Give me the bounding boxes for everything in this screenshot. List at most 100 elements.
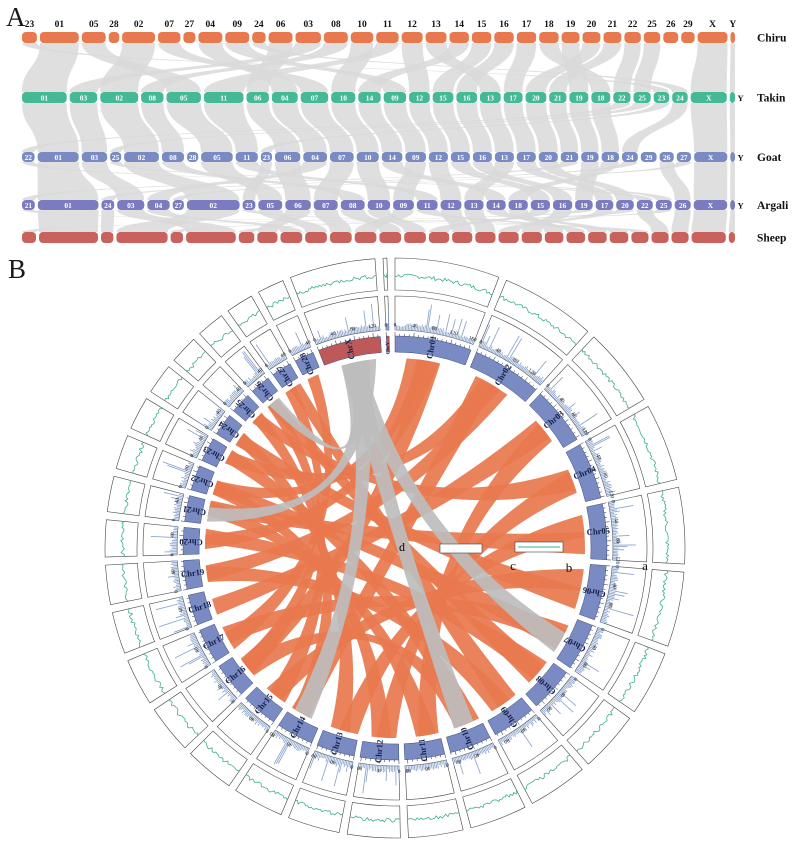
- chromosome-block[interactable]: [116, 232, 168, 243]
- chromosome-block[interactable]: [313, 200, 338, 210]
- chromosome-ideogram[interactable]: [201, 438, 228, 468]
- chromosome-ideogram[interactable]: [586, 503, 608, 561]
- chromosome-block[interactable]: [117, 200, 145, 210]
- chromosome-block[interactable]: [22, 232, 36, 243]
- chromosome-ideogram[interactable]: [525, 662, 567, 707]
- chromosome-block[interactable]: [516, 32, 537, 43]
- chromosome-ideogram[interactable]: [190, 465, 215, 495]
- chromosome-ideogram[interactable]: [218, 656, 254, 695]
- chromosome-block[interactable]: [100, 92, 139, 103]
- chromosome-block[interactable]: [475, 232, 496, 243]
- chromosome-ideogram[interactable]: [233, 395, 260, 422]
- chromosome-block[interactable]: [697, 32, 728, 43]
- chromosome-block[interactable]: [122, 32, 155, 43]
- chromosome-block[interactable]: [622, 152, 638, 162]
- chromosome-block[interactable]: [582, 32, 601, 43]
- chromosome-block[interactable]: [672, 92, 688, 103]
- chromosome-block[interactable]: [303, 152, 327, 162]
- chromosome-block[interactable]: [39, 32, 79, 43]
- chromosome-block[interactable]: [186, 232, 236, 243]
- chromosome-block[interactable]: [340, 200, 365, 210]
- chromosome-block[interactable]: [305, 232, 327, 243]
- chromosome-block[interactable]: [494, 152, 514, 162]
- chromosome-block[interactable]: [653, 92, 670, 103]
- chromosome-block[interactable]: [456, 92, 478, 103]
- chromosome-block[interactable]: [124, 152, 159, 162]
- chromosome-block[interactable]: [404, 232, 426, 243]
- circos-link[interactable]: [236, 432, 354, 733]
- chromosome-block[interactable]: [101, 232, 114, 243]
- chromosome-block[interactable]: [643, 32, 661, 43]
- circos-link[interactable]: [253, 412, 332, 718]
- chromosome-block[interactable]: [729, 92, 735, 103]
- chromosome-block[interactable]: [595, 200, 614, 210]
- chromosome-block[interactable]: [37, 200, 99, 210]
- chromosome-ideogram[interactable]: [446, 722, 491, 753]
- chromosome-block[interactable]: [203, 92, 244, 103]
- chromosome-block[interactable]: [300, 92, 329, 103]
- chromosome-block[interactable]: [633, 92, 651, 103]
- chromosome-block[interactable]: [198, 32, 223, 43]
- chromosome-block[interactable]: [603, 32, 622, 43]
- chromosome-block[interactable]: [503, 92, 523, 103]
- chromosome-block[interactable]: [432, 92, 454, 103]
- chromosome-ideogram[interactable]: [216, 415, 243, 443]
- chromosome-block[interactable]: [539, 32, 559, 43]
- chromosome-ideogram[interactable]: [556, 619, 593, 669]
- chromosome-block[interactable]: [101, 200, 115, 210]
- chromosome-block[interactable]: [260, 152, 272, 162]
- chromosome-block[interactable]: [235, 152, 258, 162]
- chromosome-block[interactable]: [268, 32, 293, 43]
- chromosome-block[interactable]: [158, 32, 181, 43]
- chromosome-block[interactable]: [252, 32, 266, 43]
- chromosome-block[interactable]: [624, 32, 641, 43]
- chromosome-block[interactable]: [108, 32, 120, 43]
- chromosome-block[interactable]: [569, 92, 589, 103]
- chromosome-block[interactable]: [561, 32, 580, 43]
- chromosome-ideogram[interactable]: [251, 377, 279, 404]
- chromosome-block[interactable]: [691, 232, 726, 243]
- chromosome-block[interactable]: [471, 32, 492, 43]
- chromosome-block[interactable]: [271, 92, 298, 103]
- chromosome-block[interactable]: [275, 152, 301, 162]
- chromosome-block[interactable]: [521, 232, 542, 243]
- chromosome-block[interactable]: [538, 152, 558, 162]
- chromosome-block[interactable]: [416, 200, 438, 210]
- circos-link[interactable]: [212, 480, 567, 650]
- chromosome-block[interactable]: [730, 152, 735, 162]
- chromosome-ideogram[interactable]: [565, 444, 602, 502]
- chromosome-block[interactable]: [381, 152, 403, 162]
- chromosome-block[interactable]: [591, 92, 611, 103]
- chromosome-ideogram[interactable]: [183, 559, 204, 590]
- chromosome-ideogram[interactable]: [199, 623, 230, 662]
- chromosome-ideogram[interactable]: [403, 738, 446, 761]
- chromosome-block[interactable]: [285, 200, 311, 210]
- chromosome-block[interactable]: [508, 200, 528, 210]
- chromosome-block[interactable]: [39, 232, 98, 243]
- chromosome-block[interactable]: [693, 200, 728, 210]
- chromosome-block[interactable]: [405, 152, 426, 162]
- chromosome-block[interactable]: [350, 32, 374, 43]
- chromosome-block[interactable]: [401, 32, 423, 43]
- chromosome-ideogram[interactable]: [182, 527, 201, 555]
- chromosome-block[interactable]: [376, 32, 399, 43]
- chromosome-block[interactable]: [225, 32, 250, 43]
- chromosome-block[interactable]: [530, 200, 550, 210]
- chromosome-block[interactable]: [452, 232, 473, 243]
- chromosome-block[interactable]: [472, 152, 492, 162]
- chromosome-ideogram[interactable]: [579, 564, 607, 621]
- chromosome-block[interactable]: [655, 200, 672, 210]
- circos-link[interactable]: [225, 374, 333, 650]
- chromosome-block[interactable]: [242, 200, 256, 210]
- chromosome-block[interactable]: [694, 152, 728, 162]
- chromosome-block[interactable]: [549, 92, 567, 103]
- chromosome-block[interactable]: [663, 32, 679, 43]
- circos-link[interactable]: [205, 528, 547, 680]
- chromosome-block[interactable]: [331, 92, 356, 103]
- chromosome-block[interactable]: [671, 232, 689, 243]
- chromosome-block[interactable]: [566, 232, 586, 243]
- chromosome-ideogram[interactable]: [278, 711, 319, 744]
- chromosome-block[interactable]: [246, 92, 269, 103]
- chromosome-block[interactable]: [37, 152, 79, 162]
- circos-link[interactable]: [205, 566, 511, 712]
